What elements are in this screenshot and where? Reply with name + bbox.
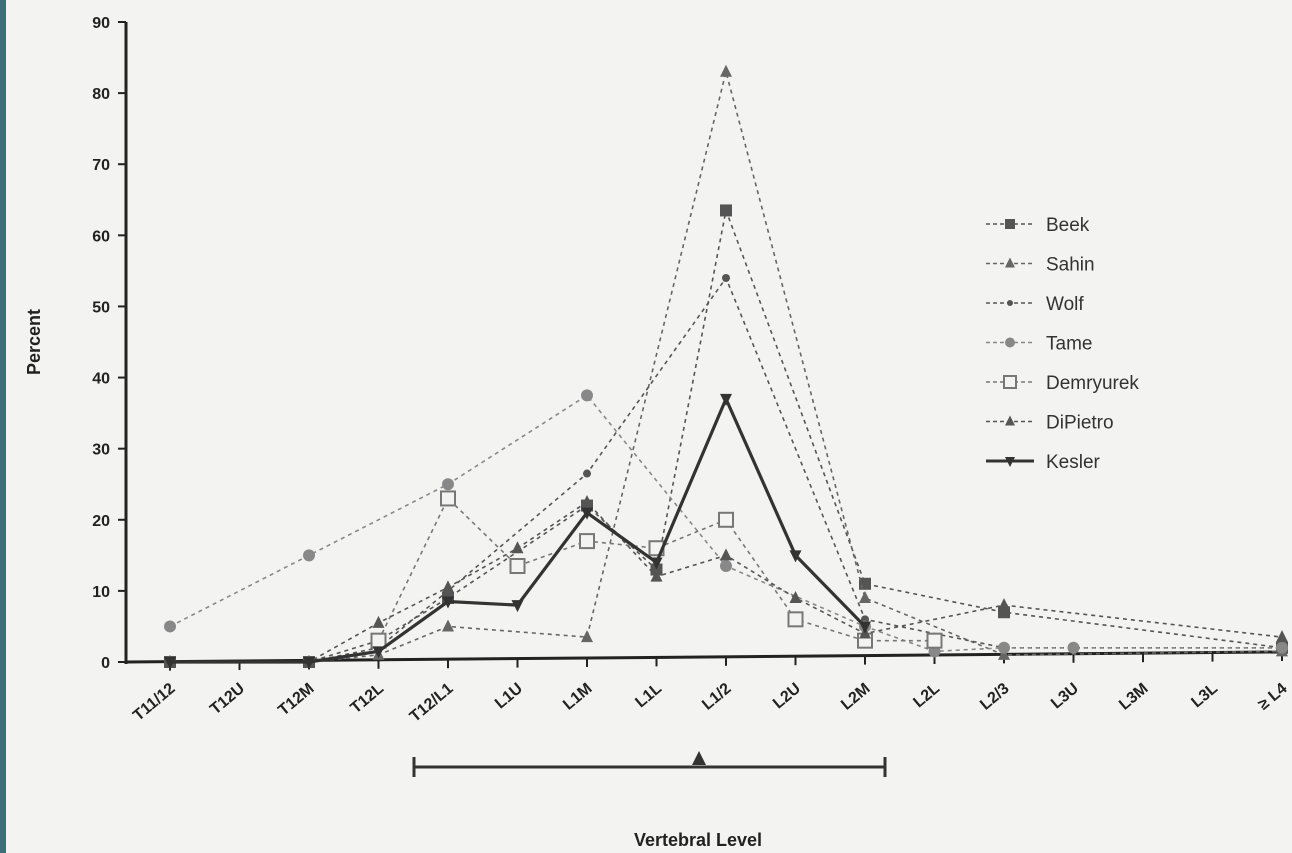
data-point-kesler [372,646,385,659]
y-tick-label: 0 [101,655,110,672]
series-line-kesler [170,394,867,664]
series-line-wolf [170,276,1282,663]
x-tick-label: T12M [275,680,317,719]
x-tick-label: T11/12 [130,680,178,725]
legend-label-kesler: Kesler [1046,452,1101,473]
data-point-dipietro [511,541,524,554]
legend-label-dipietro: DiPietro [1046,413,1114,434]
x-tick-label: T12/L1 [407,680,457,726]
y-tick-label: 90 [92,15,110,32]
legend-marker-wolf [1007,300,1013,306]
y-tick-label: 30 [92,442,110,459]
data-point-kesler [164,657,176,669]
x-tick-label: T12U [207,680,248,718]
data-point-dipietro [1276,630,1288,643]
x-tick-label: L3U [1048,680,1082,712]
data-point-wolf [583,469,591,478]
legend-label-tame: Tame [1046,334,1092,355]
x-tick-label: L1M [560,680,595,714]
y-tick-label: 10 [92,584,110,601]
data-point-wolf [722,274,730,282]
y-tick-label: 40 [92,371,110,388]
x-tick-label: L1U [492,680,526,712]
data-point-dipietro [720,548,732,561]
data-point-tame [1067,641,1080,654]
legend-marker-dipietro [1005,415,1015,426]
data-point-demryurek [370,632,387,649]
chart-frame: 0 10 20 30 40 50 60 70 80 90 T11/12 T12U T12M T12L T12… [6,0,1292,853]
data-point-kesler [650,557,663,570]
data-point-demryurek [926,632,943,649]
legend-marker-sahin [1005,257,1015,268]
data-point-dipietro [650,569,663,582]
legend-label-sahin: Sahin [1046,255,1095,276]
data-point-kesler [789,550,802,563]
x-axis-title: Vertebral Level [634,830,762,850]
legend-marker-beek [1005,219,1015,229]
data-point-sahin [998,647,1010,660]
data-point-tame [164,620,176,633]
data-point-tame [581,389,593,402]
data-point-demryurek [718,511,734,528]
data-point-demryurek [787,611,804,628]
data-point-tame [998,641,1010,654]
legend-label-beek: Beek [1046,215,1090,236]
data-point-demryurek [440,490,456,507]
legend-marker-demryurek [1003,375,1017,389]
x-tick-label: L1L [632,680,665,711]
series-line-tame [169,394,1282,653]
data-point-kesler [859,621,871,634]
y-tick-label: 60 [92,228,110,245]
data-point-tame [303,549,315,562]
series-line-dipietro [170,500,1283,663]
x-tick-label: ≥ L4 [1255,680,1290,714]
y-tick-label: 70 [92,157,110,174]
x-tick-label: L2M [838,680,873,714]
data-point-demryurek [579,533,595,550]
series-line-sahin [170,71,1283,663]
y-axis-title: Percent [24,309,44,375]
x-tick-label: L3L [1188,680,1221,711]
data-point-demryurek [509,558,526,574]
y-tick-label: 80 [92,86,110,103]
data-point-dipietro [789,591,802,603]
legend-label-demryurek: Demryurek [1046,373,1139,394]
line-chart: 0 10 20 30 40 50 60 70 80 90 T11/12 T12U T12M T12L T12… [24,15,1291,850]
legend-label-wolf: Wolf [1046,294,1084,315]
legend-marker-kesler [1005,457,1015,467]
x-tick-label: L2L [910,680,943,711]
x-tick-label: L2U [770,680,804,712]
data-point-tame [442,478,454,491]
series-line-demryurek [377,497,935,642]
data-point-beek [720,204,732,217]
y-tick-label: 50 [92,299,110,316]
y-tick-label: 20 [92,513,110,530]
data-point-dipietro [442,580,454,593]
range-bar-marker [692,751,706,765]
x-tick-label: T12L [348,680,388,717]
data-point-sahin [442,619,454,632]
data-point-tame [1276,641,1288,654]
data-point-kesler [581,507,593,520]
data-point-tame [720,560,732,572]
data-point-dipietro [581,495,593,507]
data-point-sahin [720,64,732,77]
data-point-kesler [303,657,315,669]
data-point-kesler [442,596,454,609]
data-point-kesler [511,600,524,613]
data-point-kesler [720,393,732,406]
x-tick-label: L3M [1116,680,1151,714]
data-point-dipietro [998,598,1010,611]
x-tick-label: L1/2 [699,680,735,714]
x-tick-label: L2/3 [977,680,1013,714]
data-point-dipietro [372,615,385,628]
data-point-sahin [859,591,871,603]
legend-marker-tame [1005,337,1015,348]
data-point-sahin [581,630,593,643]
data-point-beek [650,563,663,576]
